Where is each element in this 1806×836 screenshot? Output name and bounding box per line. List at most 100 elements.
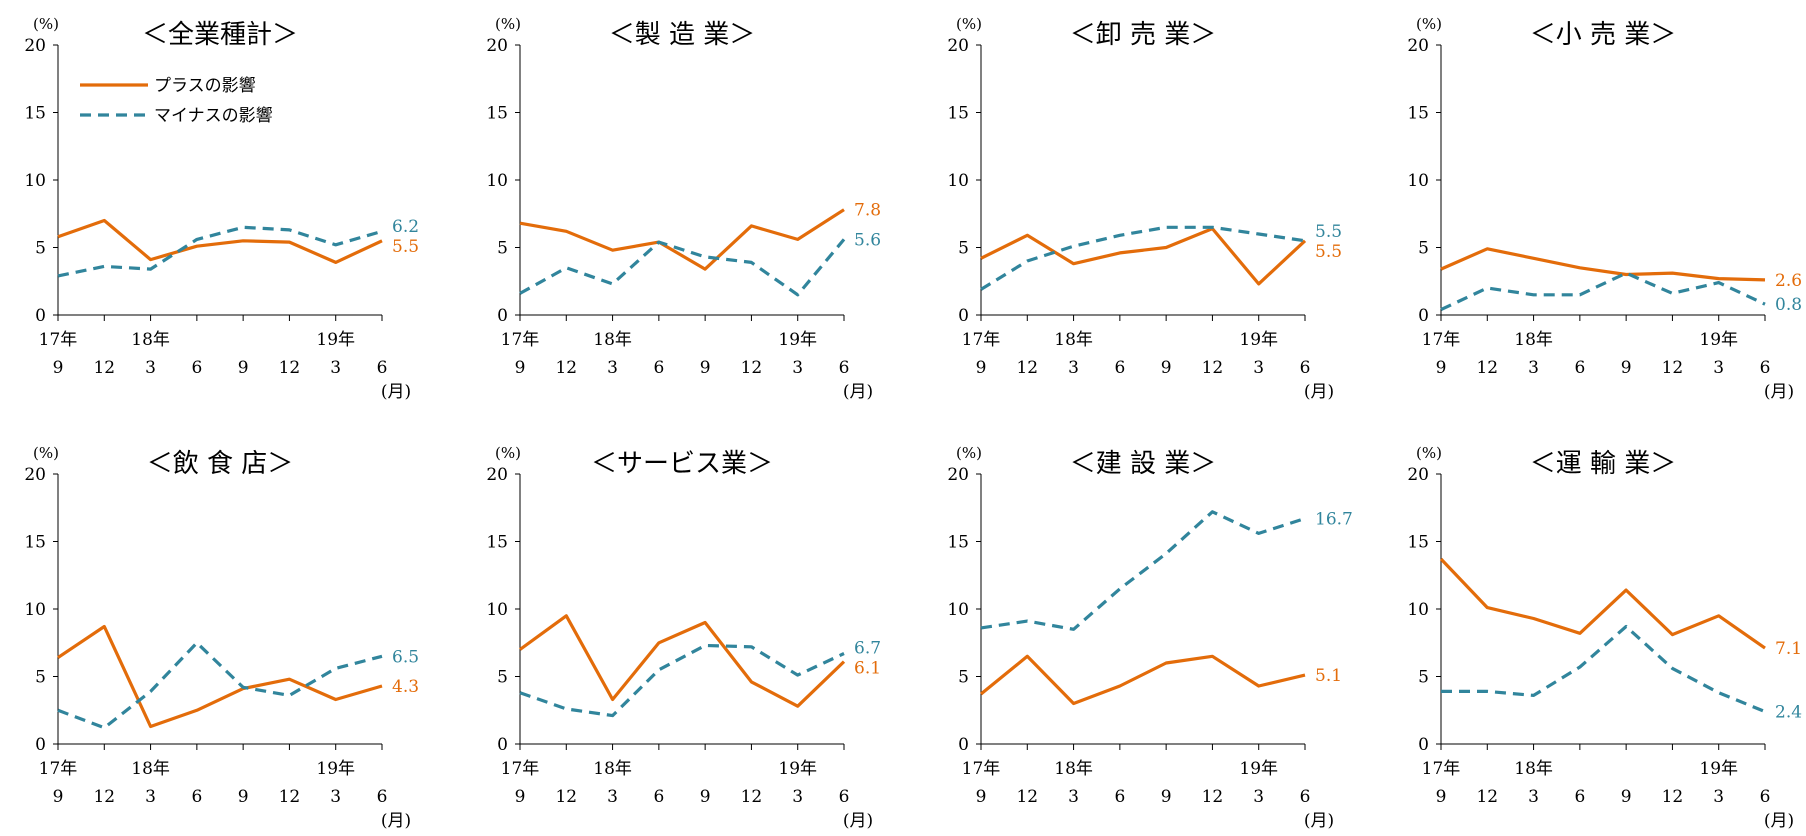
x-tick-label: 12	[741, 358, 763, 378]
y-tick-label: 20	[24, 36, 46, 56]
year-label: 17年	[962, 759, 1001, 779]
y-tick-label: 0	[497, 306, 508, 326]
x-tick-label: 9	[53, 358, 64, 378]
minus-series-line	[519, 238, 846, 297]
y-unit-label: (%)	[1416, 444, 1442, 462]
y-tick-label: 20	[947, 465, 969, 485]
year-label: 18年	[131, 330, 170, 350]
y-tick-label: 0	[958, 306, 969, 326]
x-tick-label: 6	[377, 358, 388, 378]
month-unit-label: (月)	[1304, 382, 1334, 402]
y-tick-label: 0	[35, 735, 46, 755]
x-tick-label: 6	[1300, 787, 1311, 807]
minus-series-line	[57, 641, 383, 730]
y-tick-label: 10	[486, 600, 508, 620]
plus-series-line	[519, 614, 846, 708]
chart-panel-1: ＜全業種計＞ (%) 0 5 10 15 20 9 12 3 6 9 12 3 6 17年 18年 19年 (月) 5…	[24, 15, 419, 402]
y-unit-label: (%)	[495, 444, 521, 462]
month-unit-label: (月)	[1764, 382, 1794, 402]
x-tick-label: 9	[976, 787, 987, 807]
plus-end-label: 7.1	[1775, 639, 1802, 659]
chart-title: ＜製 造 業＞	[609, 20, 756, 50]
month-unit-label: (月)	[381, 382, 411, 402]
y-tick-label: 10	[947, 171, 969, 191]
y-tick-label: 5	[35, 668, 46, 688]
chart-panel-6: ＜サービス業＞ (%) 0 5 10 15 20 9 12 3 6 9 12 3 6 17年 18年 19年 (月)…	[486, 444, 881, 831]
year-label: 17年	[1422, 759, 1461, 779]
x-tick-label: 9	[1621, 787, 1632, 807]
legend-minus-label: マイナスの影響	[154, 106, 273, 126]
year-label: 19年	[1699, 759, 1738, 779]
x-tick-label: 3	[1068, 787, 1079, 807]
y-tick-label: 20	[486, 36, 508, 56]
x-tick-label: 9	[1436, 787, 1447, 807]
chart-title: ＜全業種計＞	[142, 20, 298, 50]
x-tick-label: 9	[238, 358, 249, 378]
x-tick-label: 6	[839, 358, 850, 378]
year-label: 19年	[1239, 759, 1278, 779]
y-tick-label: 15	[1407, 104, 1429, 124]
plus-series-line	[1440, 247, 1766, 282]
year-label: 19年	[316, 330, 355, 350]
year-label: 18年	[593, 759, 632, 779]
minus-series-line	[980, 225, 1306, 291]
x-tick-label: 9	[700, 358, 711, 378]
x-tick-label: 12	[93, 358, 115, 378]
minus-end-label: 16.7	[1315, 510, 1353, 530]
y-tick-label: 5	[1418, 668, 1429, 688]
year-label: 17年	[501, 759, 540, 779]
x-tick-label: 9	[1436, 358, 1447, 378]
month-unit-label: (月)	[843, 811, 873, 831]
chart-title: ＜小 売 業＞	[1530, 20, 1677, 50]
chart-panel-4: ＜小 売 業＞ (%) 0 5 10 15 20 9 12 3 6 9 12 3 6 17年 18年 19年 (月)…	[1407, 15, 1802, 402]
y-tick-label: 0	[958, 735, 969, 755]
plus-end-label: 6.1	[854, 659, 881, 679]
y-unit-label: (%)	[495, 15, 521, 33]
y-tick-label: 10	[947, 600, 969, 620]
y-tick-label: 5	[958, 239, 969, 259]
x-tick-label: 3	[1528, 787, 1539, 807]
x-tick-label: 6	[1300, 358, 1311, 378]
chart-panel-5: ＜飲 食 店＞ (%) 0 5 10 15 20 9 12 3 6 9 12 3 6 17年 18年 19年 (月)…	[24, 444, 419, 831]
year-label: 17年	[962, 330, 1001, 350]
y-tick-label: 0	[1418, 735, 1429, 755]
minus-series-line	[1441, 624, 1766, 714]
year-label: 18年	[1054, 330, 1093, 350]
year-label: 19年	[778, 759, 817, 779]
chart-panel-2: ＜製 造 業＞ (%) 0 5 10 15 20 9 12 3 6 9 12 3 6 17年 18年 19年 (月)…	[486, 15, 881, 402]
y-tick-label: 10	[486, 171, 508, 191]
y-unit-label: (%)	[1416, 15, 1442, 33]
year-label: 19年	[778, 330, 817, 350]
y-tick-label: 0	[1418, 306, 1429, 326]
y-tick-label: 20	[24, 465, 46, 485]
x-tick-label: 3	[607, 787, 618, 807]
chart-panel-7: ＜建 設 業＞ (%) 0 5 10 15 20 9 12 3 6 9 12 3 6 17年 18年 19年 (月)…	[947, 444, 1353, 831]
minus-end-label: 2.4	[1775, 703, 1802, 723]
x-tick-label: 3	[1528, 358, 1539, 378]
x-tick-label: 12	[1662, 358, 1684, 378]
x-tick-label: 9	[1161, 358, 1172, 378]
x-tick-label: 6	[1114, 358, 1125, 378]
x-tick-label: 9	[976, 358, 987, 378]
year-label: 19年	[1239, 330, 1278, 350]
y-tick-label: 10	[24, 171, 46, 191]
y-tick-label: 15	[486, 104, 508, 124]
x-tick-label: 6	[191, 787, 202, 807]
y-unit-label: (%)	[956, 444, 982, 462]
plus-end-label: 4.3	[392, 677, 419, 697]
year-label: 18年	[1514, 759, 1553, 779]
y-tick-label: 20	[486, 465, 508, 485]
x-tick-label: 12	[1202, 358, 1224, 378]
x-tick-label: 12	[741, 787, 763, 807]
minus-end-label: 6.7	[854, 639, 881, 659]
x-tick-label: 3	[607, 358, 618, 378]
x-tick-label: 3	[792, 787, 803, 807]
y-tick-label: 5	[497, 239, 508, 259]
plus-series-line	[57, 218, 383, 264]
year-label: 18年	[131, 759, 170, 779]
month-unit-label: (月)	[1304, 811, 1334, 831]
year-label: 19年	[316, 759, 355, 779]
x-tick-label: 6	[1574, 358, 1585, 378]
x-tick-label: 6	[1114, 787, 1125, 807]
